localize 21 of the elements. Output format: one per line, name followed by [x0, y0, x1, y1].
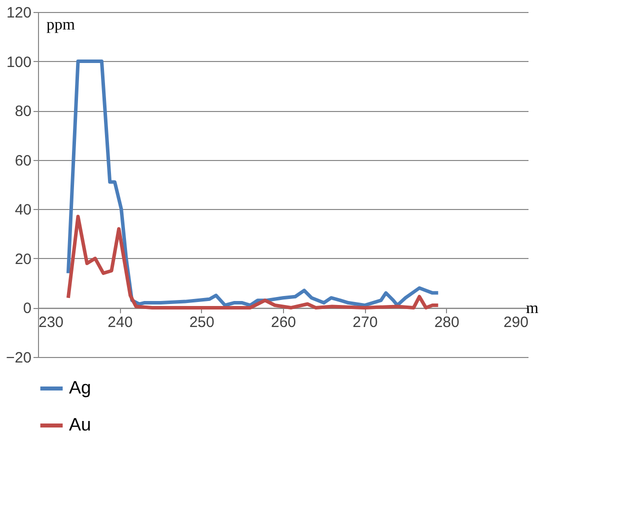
line-series: [66, 60, 440, 307]
y-tick-label: 80: [14, 103, 32, 120]
y-tick-label: 120: [6, 4, 32, 22]
x-tick-label: 250: [189, 314, 214, 332]
x-tick-label: 230: [38, 314, 64, 332]
x-tick-label: 270: [352, 314, 378, 332]
y-tick-label: 60: [14, 152, 32, 170]
x-tick-label: 290: [503, 314, 528, 332]
x-axis-title: m: [526, 300, 540, 318]
x-tick-label: 260: [270, 314, 296, 332]
y-tick-label: −20: [6, 350, 32, 366]
y-tick-label: 100: [6, 54, 32, 71]
legend-label: Ag: [69, 378, 92, 398]
y-tick-label: 40: [14, 202, 32, 219]
x-tick-label: 280: [434, 314, 460, 332]
y-tick-label: 0: [23, 300, 32, 318]
x-tick-label: 240: [108, 314, 133, 332]
y-axis-title: ppm: [46, 16, 76, 34]
line-series: [66, 214, 440, 310]
legend-label: Au: [69, 414, 92, 434]
y-tick-label: 20: [14, 250, 32, 268]
